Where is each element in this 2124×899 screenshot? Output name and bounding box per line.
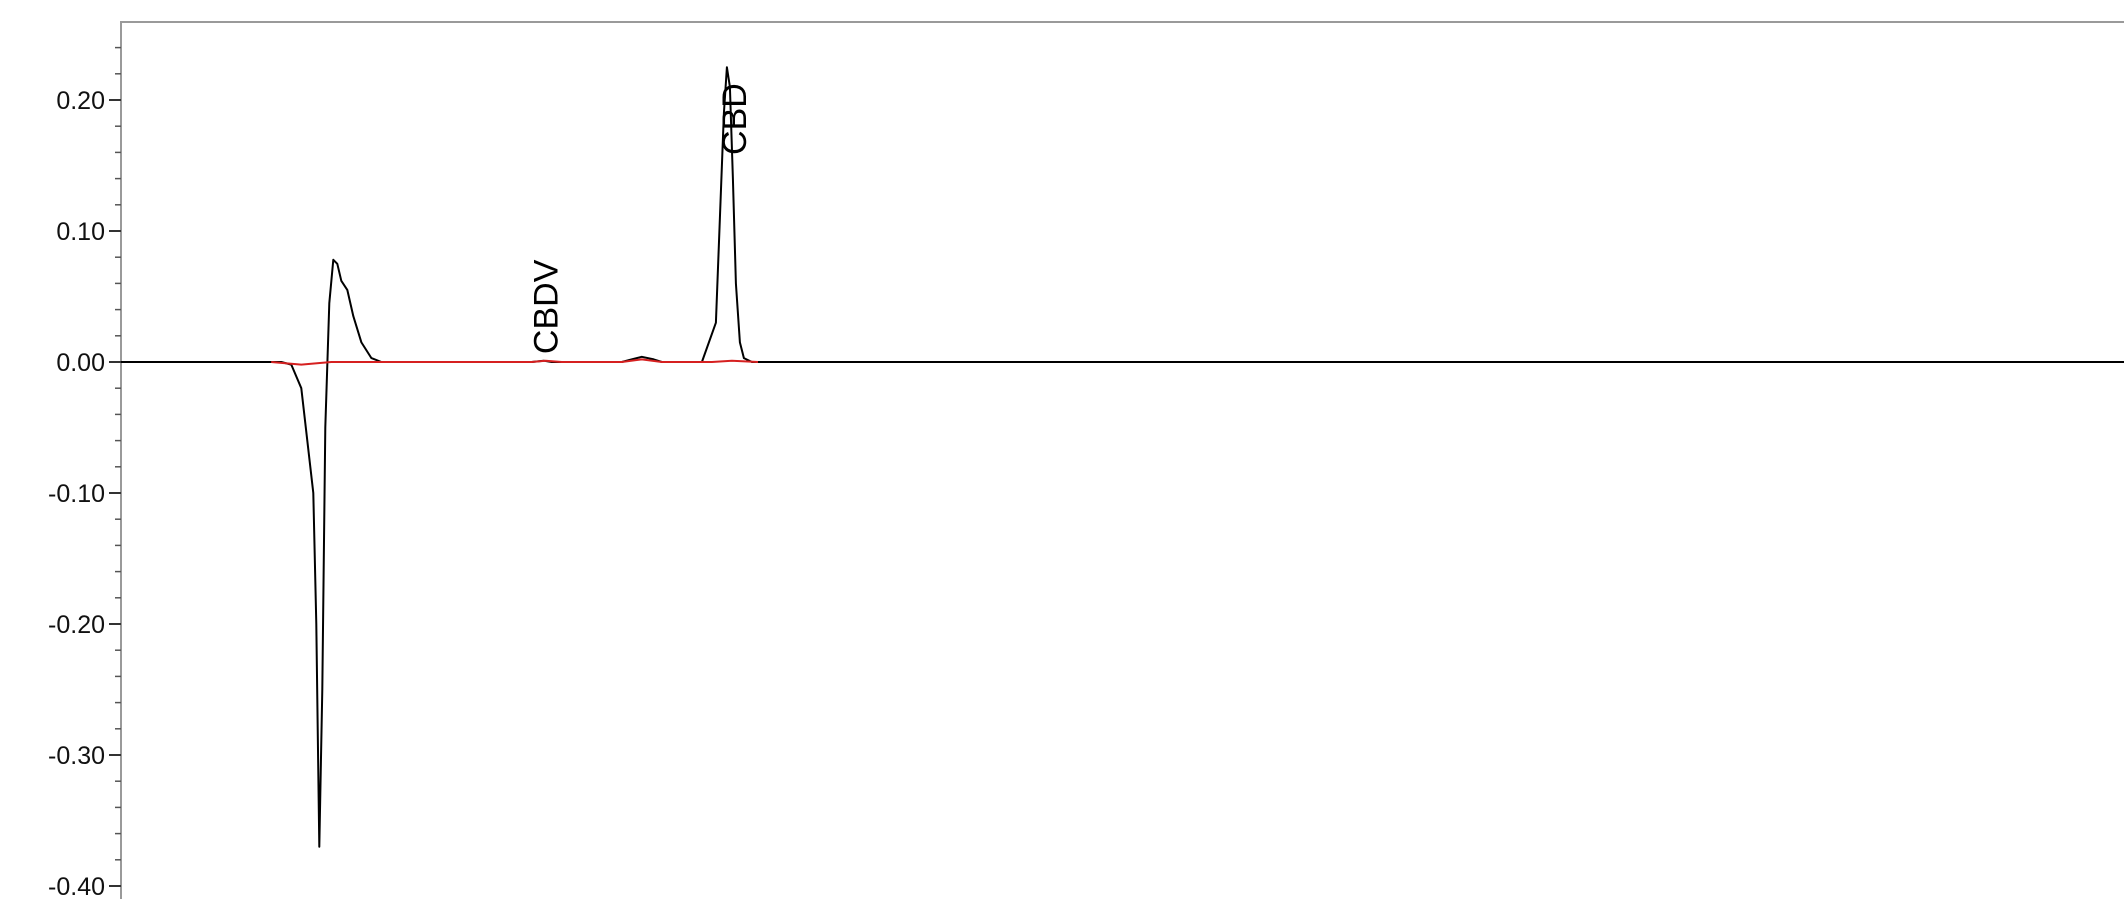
plot-area-frame [120,21,2124,899]
y-tick-label: 0.20 [56,87,105,115]
series-line-1 [121,66,2124,848]
y-tick-label: -0.10 [48,480,105,508]
y-tick-label: 0.10 [56,218,105,246]
peak-label-cbd: CBD [716,83,754,155]
peak-label-cbdv: CBDV [528,259,566,354]
y-axis: 0.20 0.10 0.00 -0.10 -0.20 -0.30 -0.40 [48,46,121,899]
y-tick-label: -0.20 [48,611,105,639]
y-tick-label: -0.30 [48,742,105,770]
y-tick-label: 0.00 [56,349,105,377]
annotation-layer: CBDV CBD [528,83,754,354]
series-line-2 [271,358,759,366]
series-layer [121,66,2124,848]
y-tick-label: -0.40 [48,873,105,899]
